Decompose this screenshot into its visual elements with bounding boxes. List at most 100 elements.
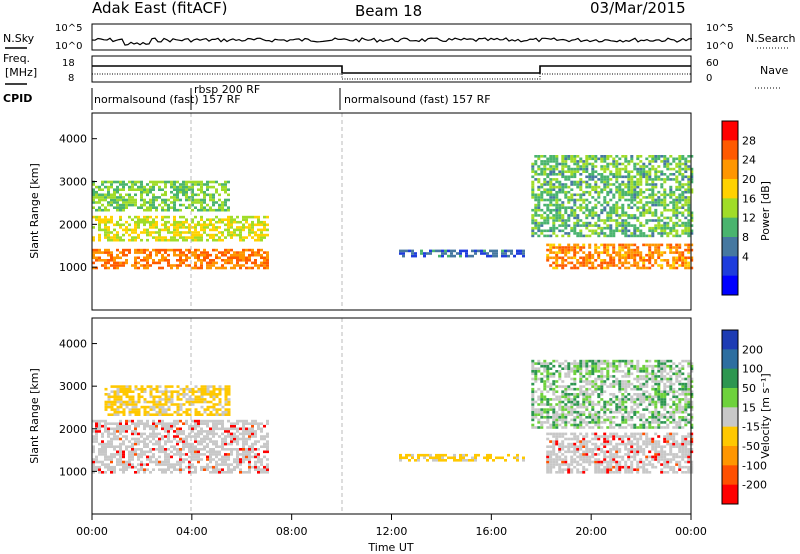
data-cell bbox=[567, 387, 571, 391]
data-cell bbox=[185, 442, 188, 446]
data-cell bbox=[143, 387, 147, 391]
noise-right-tick-bottom: 10^0 bbox=[706, 41, 733, 52]
data-cell bbox=[218, 183, 221, 186]
data-cell bbox=[591, 206, 595, 209]
data-cell bbox=[606, 426, 610, 429]
data-cell bbox=[549, 196, 553, 199]
data-cell bbox=[603, 359, 607, 363]
data-cell bbox=[149, 264, 152, 267]
data-cell bbox=[113, 430, 116, 433]
data-cell bbox=[167, 215, 170, 219]
data-cell bbox=[615, 382, 619, 386]
data-cell bbox=[134, 201, 137, 204]
data-cell bbox=[468, 254, 471, 258]
data-cell bbox=[170, 450, 173, 454]
data-cell bbox=[621, 380, 625, 383]
data-cell bbox=[236, 440, 239, 443]
data-cell bbox=[101, 196, 104, 199]
data-cell bbox=[561, 393, 565, 396]
data-cell bbox=[567, 256, 571, 260]
data-cell bbox=[209, 413, 213, 416]
data-cell bbox=[624, 155, 628, 158]
data-cell bbox=[164, 468, 167, 471]
data-cell bbox=[149, 223, 152, 227]
data-cell bbox=[633, 162, 637, 166]
data-cell bbox=[654, 155, 658, 158]
data-cell bbox=[549, 468, 553, 471]
data-cell bbox=[486, 252, 489, 255]
data-cell bbox=[624, 405, 628, 409]
data-cell bbox=[257, 448, 260, 451]
data-cell bbox=[263, 442, 266, 446]
data-cell bbox=[621, 385, 625, 388]
data-cell bbox=[558, 448, 562, 451]
data-cell bbox=[131, 398, 135, 401]
data-cell bbox=[218, 387, 222, 391]
data-cell bbox=[537, 224, 541, 227]
data-cell bbox=[119, 261, 122, 265]
data-cell bbox=[233, 468, 236, 471]
data-cell bbox=[92, 430, 95, 433]
data-cell bbox=[116, 196, 119, 199]
data-cell bbox=[239, 453, 242, 456]
data-cell bbox=[687, 208, 691, 212]
data-cell bbox=[570, 418, 574, 422]
data-cell bbox=[540, 232, 544, 235]
data-cell bbox=[537, 403, 541, 406]
data-cell bbox=[143, 201, 146, 204]
data-cell bbox=[221, 437, 224, 441]
data-cell bbox=[624, 463, 628, 466]
data-cell bbox=[552, 167, 556, 171]
data-cell bbox=[543, 183, 547, 186]
data-cell bbox=[188, 180, 191, 184]
data-cell bbox=[633, 165, 637, 168]
data-cell bbox=[266, 463, 269, 466]
data-cell bbox=[197, 448, 200, 451]
data-cell bbox=[423, 453, 426, 457]
data-cell bbox=[609, 460, 613, 464]
data-cell bbox=[600, 377, 604, 381]
data-cell bbox=[543, 410, 547, 414]
data-cell bbox=[531, 403, 535, 406]
data-cell bbox=[462, 453, 465, 457]
data-cell bbox=[179, 203, 182, 207]
data-cell bbox=[672, 224, 676, 227]
data-cell bbox=[119, 256, 122, 260]
data-cell bbox=[681, 437, 685, 441]
data-cell bbox=[615, 219, 619, 222]
data-cell bbox=[606, 362, 610, 365]
data-cell bbox=[546, 229, 550, 233]
data-cell bbox=[176, 198, 179, 202]
data-cell bbox=[248, 435, 251, 438]
data-cell bbox=[161, 223, 164, 227]
data-cell bbox=[564, 208, 568, 212]
data-cell bbox=[615, 380, 619, 383]
data-cell bbox=[648, 440, 652, 443]
data-cell bbox=[594, 246, 598, 249]
data-cell bbox=[666, 463, 670, 466]
data-cell bbox=[576, 471, 580, 474]
data-cell bbox=[672, 173, 676, 176]
data-cell bbox=[603, 421, 607, 424]
data-cell bbox=[648, 219, 652, 222]
data-cell bbox=[218, 422, 221, 425]
data-cell bbox=[621, 261, 625, 265]
data-cell bbox=[672, 157, 676, 161]
data-cell bbox=[660, 448, 664, 451]
data-cell bbox=[687, 190, 691, 194]
data-cell bbox=[615, 442, 619, 446]
data-cell bbox=[618, 248, 622, 252]
data-cell bbox=[570, 183, 574, 186]
data-cell bbox=[579, 362, 583, 365]
data-cell bbox=[143, 424, 146, 428]
noise-left-tick-bottom: 10^0 bbox=[55, 41, 82, 52]
data-cell bbox=[206, 256, 209, 260]
data-cell bbox=[687, 435, 691, 438]
data-cell bbox=[627, 188, 631, 191]
data-cell bbox=[101, 220, 104, 224]
data-cell bbox=[116, 435, 119, 438]
data-cell bbox=[627, 375, 631, 378]
data-cell bbox=[531, 359, 535, 363]
data-cell bbox=[155, 183, 158, 186]
data-cell bbox=[215, 463, 218, 466]
